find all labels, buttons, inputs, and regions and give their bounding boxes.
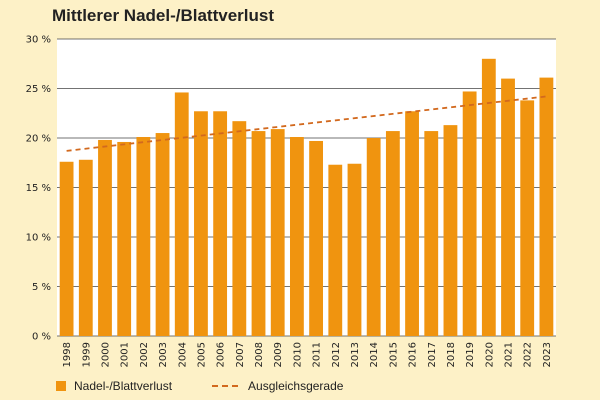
bar [539,77,554,337]
x-tick-label: 1999 [81,342,92,367]
x-tick-label: 2018 [446,342,457,367]
bar [232,121,247,336]
x-tick-label: 1998 [62,342,73,367]
bar [117,141,132,336]
x-tick-label: 2005 [196,342,207,367]
x-tick-label: 2015 [388,342,399,367]
bar [481,58,496,337]
y-tick-label: 0 % [32,332,51,343]
bar [443,125,458,336]
x-tick-label: 2016 [408,342,419,367]
x-tick-label: 2002 [139,342,150,367]
legend-label-bars: Nadel-/Blattverlust [74,379,173,393]
x-tick-label: 2022 [523,342,534,367]
y-tick-label: 25 % [26,84,51,95]
bar [78,159,93,336]
bar [270,129,285,336]
chart-title: Mittlerer Nadel-/Blattverlust [52,6,274,25]
bar [309,140,324,336]
bar [462,91,477,336]
x-tick-label: 2007 [235,342,246,367]
x-tick-label: 2019 [465,342,476,367]
x-tick-label: 2014 [369,342,380,367]
bar [405,111,419,337]
bar [501,78,515,336]
x-tick-label: 2006 [216,342,227,367]
legend-swatch-trend [212,385,239,387]
bar [520,100,535,336]
x-tick-label: 2001 [120,342,131,367]
legend-item-trend: Ausgleichsgerade [212,379,343,393]
bar [328,164,343,336]
bar [366,138,381,336]
y-tick-label: 30 % [26,35,51,46]
chart-legend: Nadel-/Blattverlust Ausgleichsgerade [56,379,383,393]
x-tick-label: 2008 [254,342,265,367]
bar [136,137,151,336]
legend-label-trend: Ausgleichsgerade [248,379,344,393]
y-tick-label: 5 % [32,282,51,293]
legend-swatch-bar [56,381,66,391]
bar [174,92,189,337]
legend-item-bars: Nadel-/Blattverlust [56,379,172,393]
x-tick-label: 2009 [273,342,284,367]
bar [194,111,208,337]
x-tick-label: 2023 [542,342,553,367]
x-tick-label: 2011 [312,342,323,367]
x-tick-label: 2017 [427,342,438,367]
x-tick-label: 2003 [158,342,169,367]
x-tick-label: 2021 [504,342,515,367]
x-tick-label: 2000 [100,342,111,367]
bar [347,163,362,336]
bar [155,133,170,336]
x-tick-label: 2013 [350,342,361,367]
y-tick-label: 15 % [26,183,51,194]
y-tick-label: 10 % [26,233,51,244]
bar [289,137,304,336]
x-tick-label: 2012 [331,342,342,367]
x-tick-label: 2010 [292,342,303,367]
x-tick-label: 2004 [177,342,188,367]
bar [59,161,74,336]
bar [251,131,266,336]
bar [98,139,112,336]
x-tick-label: 2020 [484,342,495,367]
y-tick-label: 20 % [26,134,51,145]
bar [213,111,228,337]
bar [424,131,439,336]
bar [385,131,400,336]
